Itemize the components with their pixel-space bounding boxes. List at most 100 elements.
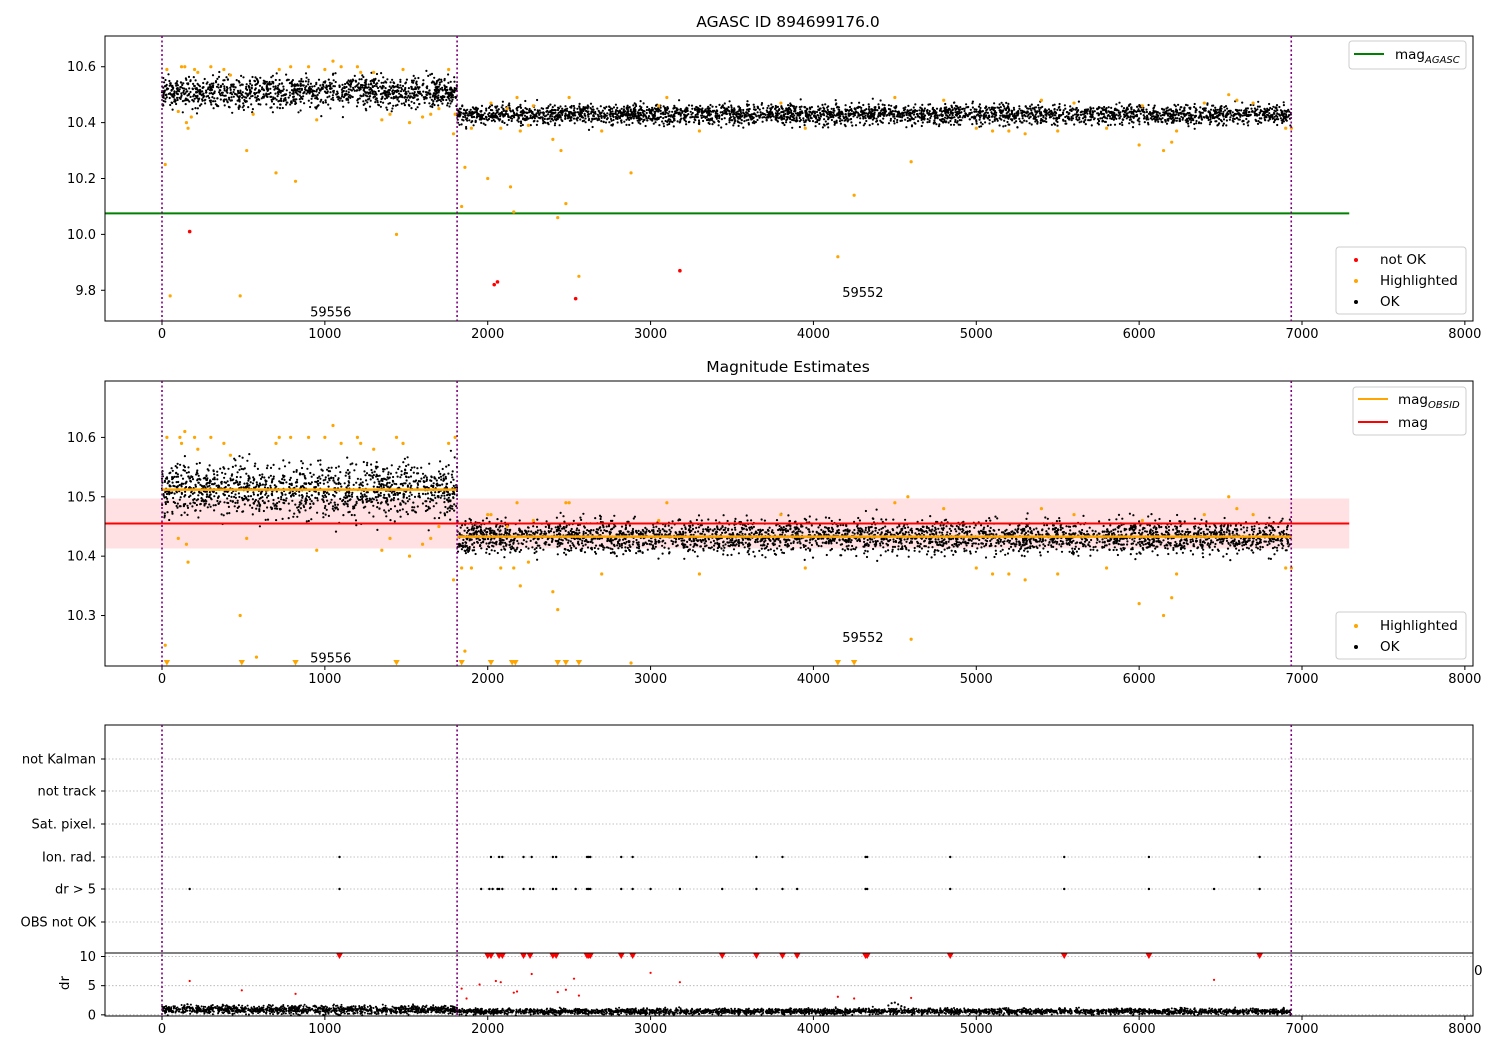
ok-point xyxy=(304,86,307,89)
ok-point xyxy=(537,111,540,114)
ok-point xyxy=(582,116,585,119)
ok-point xyxy=(337,98,340,101)
ok-point xyxy=(529,109,533,112)
ok-point xyxy=(979,121,983,124)
ok-point xyxy=(586,104,589,107)
ok-point xyxy=(782,114,786,117)
ok-point xyxy=(837,113,840,116)
ok-point xyxy=(205,82,208,85)
ok-point xyxy=(522,111,525,114)
ok-point xyxy=(781,116,784,119)
ok-point xyxy=(643,118,646,121)
ok-point xyxy=(861,115,865,118)
ok-point xyxy=(968,118,971,121)
ok-point xyxy=(786,109,789,112)
ok-point xyxy=(309,498,312,501)
ok-point xyxy=(214,80,218,83)
ok-point xyxy=(800,105,803,108)
ok-point xyxy=(1132,109,1136,112)
ok-point xyxy=(708,119,711,122)
ok-point xyxy=(400,88,404,91)
ok-point xyxy=(364,91,368,94)
ok-point xyxy=(407,103,410,106)
ok-point xyxy=(511,109,514,112)
ok-point xyxy=(736,116,739,119)
ok-point xyxy=(1099,117,1102,120)
ok-point xyxy=(1200,118,1204,121)
ok-point xyxy=(367,83,370,86)
ok-point xyxy=(341,99,344,102)
ok-point xyxy=(1223,106,1226,109)
ok-point xyxy=(674,110,677,113)
ok-point xyxy=(1181,118,1184,121)
ok-point xyxy=(354,80,358,83)
ok-point xyxy=(1212,104,1215,107)
ok-point xyxy=(439,95,442,98)
highlighted-point xyxy=(1284,126,1288,130)
highlighted-point xyxy=(460,204,464,209)
ok-point xyxy=(908,109,911,112)
ok-point xyxy=(1193,122,1196,126)
ok-point xyxy=(375,82,379,85)
ok-point xyxy=(364,99,367,102)
ok-point xyxy=(571,114,574,117)
ok-point xyxy=(435,95,438,98)
ok-point xyxy=(1008,113,1012,116)
ok-point xyxy=(921,108,924,111)
ok-point xyxy=(248,453,251,456)
ok-point xyxy=(1049,115,1052,119)
ok-point xyxy=(486,119,489,122)
ok-point xyxy=(261,86,264,89)
ok-point xyxy=(753,112,756,115)
ok-point xyxy=(628,123,631,126)
ok-point xyxy=(729,116,732,119)
ok-point xyxy=(1073,123,1076,126)
ok-point xyxy=(821,103,824,106)
ok-point xyxy=(999,111,1003,115)
ok-point xyxy=(785,116,788,119)
ok-point xyxy=(310,88,313,91)
ok-point xyxy=(229,86,232,89)
ok-point xyxy=(876,123,880,126)
ok-point xyxy=(673,112,676,115)
ok-point xyxy=(1163,112,1166,115)
ok-point xyxy=(1110,117,1113,120)
ok-point xyxy=(390,87,393,90)
ok-point xyxy=(385,81,388,84)
ok-point xyxy=(612,112,615,115)
ok-point xyxy=(852,115,855,118)
ok-point xyxy=(550,109,553,112)
ok-point xyxy=(605,105,608,108)
ok-point xyxy=(889,117,893,120)
ok-point xyxy=(678,121,681,124)
ok-point xyxy=(791,104,794,107)
ok-point xyxy=(358,78,361,81)
x-tick-label: 4000 xyxy=(797,327,830,342)
ok-point xyxy=(913,111,916,114)
ok-point xyxy=(302,84,305,87)
ok-point xyxy=(691,115,694,118)
ok-point xyxy=(457,110,460,113)
ok-point xyxy=(1037,115,1040,118)
ok-point xyxy=(448,105,451,108)
ok-point xyxy=(272,475,275,478)
ok-point xyxy=(336,90,339,93)
ok-point xyxy=(494,105,497,108)
ok-point xyxy=(247,106,250,109)
ok-point xyxy=(934,114,938,117)
ok-point xyxy=(742,126,745,129)
ok-point xyxy=(380,81,383,84)
ok-point xyxy=(1204,107,1207,110)
ok-point xyxy=(586,107,589,110)
ok-point xyxy=(501,104,504,107)
ok-point xyxy=(1143,115,1146,118)
ok-point xyxy=(654,121,657,124)
ok-point xyxy=(769,115,772,118)
ok-point xyxy=(592,115,596,118)
ok-point xyxy=(409,95,412,98)
ok-point xyxy=(216,470,219,473)
ok-point xyxy=(1219,105,1222,108)
legend-label: OK xyxy=(1380,294,1401,310)
ok-point xyxy=(713,109,716,112)
